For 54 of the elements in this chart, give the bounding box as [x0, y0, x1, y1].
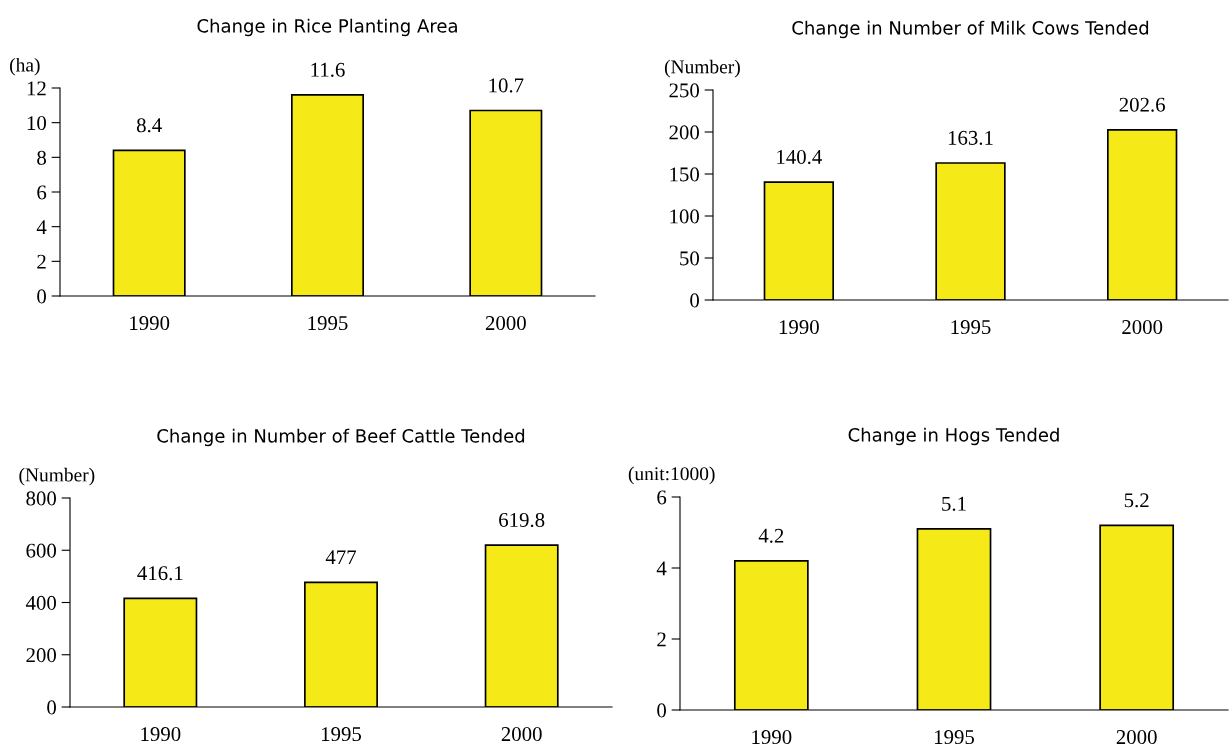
- y-tick-label: 50: [680, 251, 700, 266]
- y-tick-label: 0: [657, 703, 667, 718]
- x-tick-label: 2000: [1122, 320, 1163, 335]
- y-tick-label: 2: [37, 254, 46, 269]
- y-tick-label: 12: [27, 81, 46, 96]
- data-label: 140.4: [777, 149, 822, 165]
- y-tick-label: 600: [26, 543, 57, 558]
- data-label: 10.7: [489, 78, 524, 93]
- y-tick-label: 0: [690, 293, 700, 308]
- y-tick-label: 10: [27, 116, 47, 131]
- y-tick-label: 0: [47, 700, 57, 715]
- y-tick-label: 100: [670, 209, 700, 224]
- y-axis-title: (unit:1000): [628, 466, 715, 485]
- y-axis-title: (Number): [19, 467, 95, 486]
- x-tick-label: 1990: [130, 316, 170, 331]
- data-label: 416.1: [137, 566, 183, 581]
- y-tick-label: 250: [669, 83, 700, 98]
- y-tick-label: 200: [669, 125, 700, 140]
- y-tick-label: 6: [37, 185, 47, 200]
- data-label: 477: [325, 550, 357, 565]
- data-label: 5.2: [1124, 493, 1149, 508]
- data-label: 163.1: [948, 130, 993, 145]
- data-label: 619.8: [499, 512, 545, 528]
- y-tick-label: 6: [657, 490, 667, 505]
- y-tick-label: 2: [657, 632, 666, 647]
- x-tick-label: 1995: [935, 730, 975, 745]
- y-tick-label: 200: [26, 648, 57, 663]
- data-label: 4.2: [758, 528, 784, 543]
- y-tick-label: 400: [25, 595, 57, 610]
- x-tick-label: 2000: [485, 316, 526, 331]
- y-tick-label: 8: [37, 150, 47, 165]
- x-tick-label: 1995: [322, 727, 362, 742]
- x-tick-label: 1990: [141, 727, 181, 742]
- data-label: 5.1: [942, 496, 966, 511]
- chart-title: Change in Rice Planting Area: [197, 18, 457, 37]
- data-label: 202.6: [1119, 97, 1165, 112]
- data-label: 11.6: [311, 62, 345, 77]
- x-tick-label: 1995: [308, 316, 348, 331]
- chart-title: Change in Number of Milk Cows Tended: [792, 20, 1149, 39]
- chart-title: Change in Hogs Tended: [848, 427, 1059, 446]
- y-tick-label: 0: [37, 289, 47, 304]
- y-axis-title: (Number): [664, 59, 740, 78]
- y-tick-label: 4: [656, 561, 667, 576]
- x-tick-label: 2000: [1116, 730, 1157, 745]
- y-tick-label: 800: [26, 491, 57, 506]
- y-axis-title: (ha): [10, 57, 40, 76]
- x-tick-label: 1990: [779, 320, 819, 335]
- y-tick-label: 150: [670, 167, 700, 182]
- data-label: 8.4: [136, 118, 162, 133]
- x-tick-label: 1990: [752, 730, 792, 745]
- chart-title: Change in Number of Beef Cattle Tended: [157, 428, 525, 447]
- x-tick-label: 1995: [951, 320, 991, 335]
- y-tick-label: 4: [36, 220, 47, 234]
- x-tick-label: 2000: [501, 727, 542, 742]
